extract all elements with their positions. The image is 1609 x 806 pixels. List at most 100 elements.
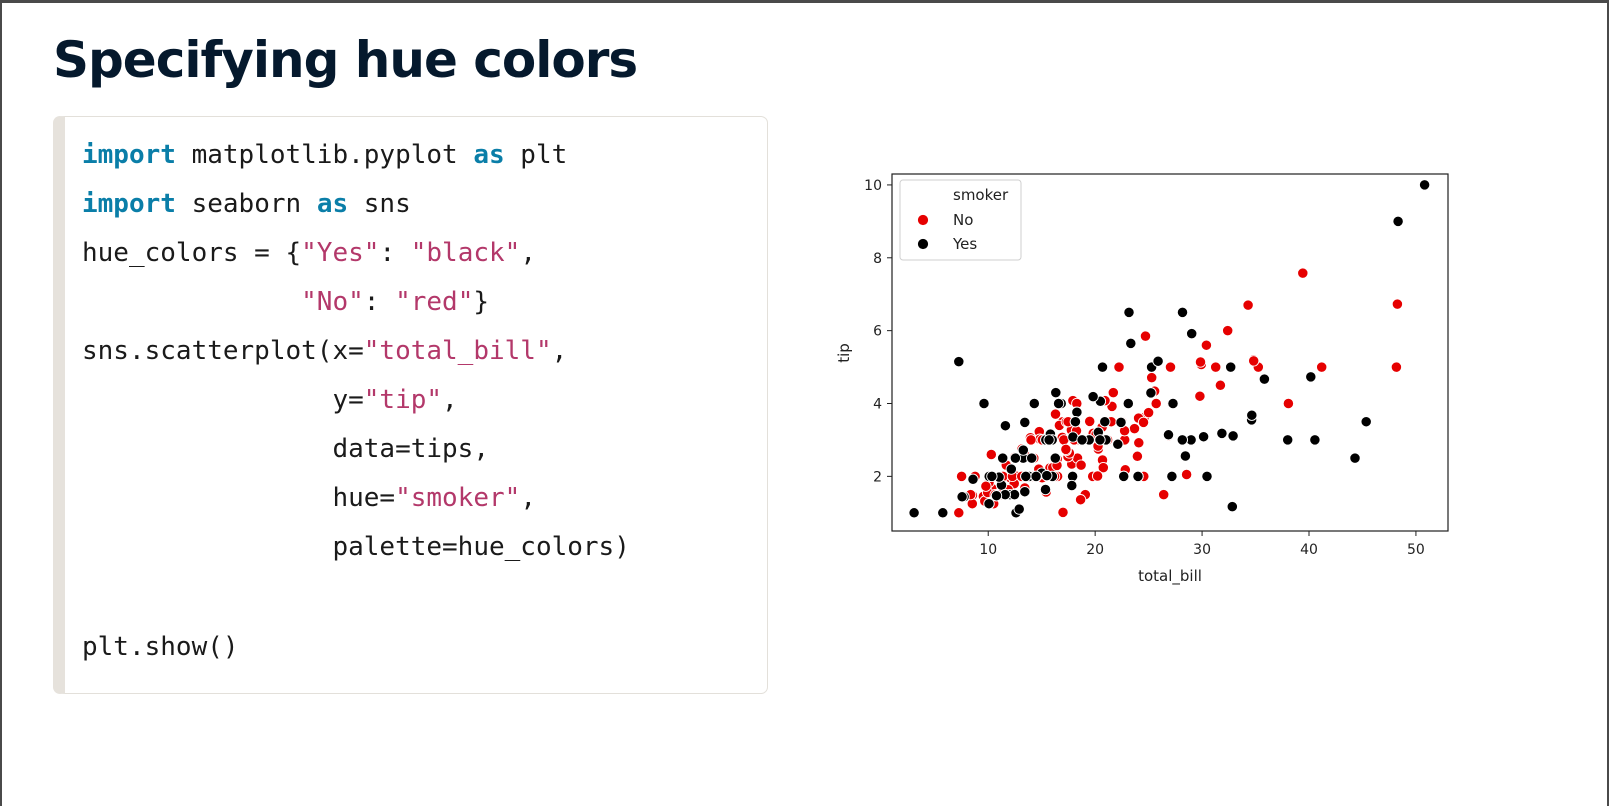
point-yes [1008, 488, 1021, 501]
point-no [1084, 415, 1096, 428]
legend-label-no: No [953, 211, 973, 229]
point-no [1139, 330, 1152, 342]
point-yes [1122, 397, 1134, 410]
code-text: matplotlib.pyplot [175, 140, 474, 170]
legend-label-yes: Yes [952, 235, 977, 253]
point-no [1164, 361, 1177, 373]
code-text: hue_colors = { [82, 238, 302, 268]
point-no [1060, 443, 1072, 456]
code-text: , [520, 238, 536, 268]
code-string: "No" [301, 287, 364, 317]
code-line: data=tips, [82, 434, 489, 464]
point-yes [1050, 386, 1062, 399]
plot-frame [891, 173, 1449, 532]
point-yes [1152, 355, 1164, 367]
point-no [985, 448, 997, 461]
code-block: import matplotlib.pyplot as plt import s… [53, 116, 768, 694]
y-tick-label: 10 [864, 178, 882, 194]
point-yes [1162, 429, 1175, 441]
point-no [1194, 390, 1206, 402]
point-no [1391, 298, 1404, 310]
point-yes [1071, 406, 1083, 418]
point-no [1316, 361, 1328, 373]
code-text: seaborn [175, 189, 317, 219]
point-no [953, 507, 965, 519]
code-text: sns [348, 189, 411, 219]
point-yes [1179, 450, 1192, 462]
point-no [1137, 416, 1150, 429]
point-yes [937, 507, 949, 519]
point-yes [1118, 470, 1130, 483]
x-tick-label: 30 [1193, 542, 1211, 558]
point-yes [1349, 452, 1361, 464]
code-keyword: as [316, 189, 349, 219]
legend-marker-no [917, 214, 929, 226]
point-no [1074, 494, 1087, 506]
x-tick-label: 50 [1407, 542, 1425, 558]
point-yes [1049, 452, 1061, 464]
point-yes [1019, 486, 1031, 498]
point-no [1025, 434, 1037, 446]
point-yes [1066, 479, 1078, 492]
point-yes [1076, 434, 1088, 446]
code-text: , [551, 336, 568, 366]
code-string: "red" [395, 287, 474, 317]
point-no [1210, 361, 1222, 373]
code-keyword: import [82, 189, 176, 219]
x-axis-label: total_bill [1138, 567, 1202, 586]
point-no [1142, 406, 1155, 419]
point-yes [1201, 470, 1213, 483]
y-tick-label: 4 [873, 397, 882, 413]
point-yes [1305, 371, 1317, 383]
point-yes [1020, 470, 1032, 483]
point-no [1131, 450, 1144, 462]
point-no [1390, 361, 1403, 373]
point-no [1180, 468, 1193, 481]
point-no [1146, 371, 1158, 384]
code-text: : [379, 238, 411, 268]
y-tick-label: 8 [873, 251, 882, 267]
point-yes [1418, 179, 1431, 191]
point-yes [1225, 361, 1237, 373]
point-no [1200, 339, 1213, 351]
point-yes [1028, 397, 1040, 410]
y-axis-label: tip [835, 343, 853, 363]
code-text: y= [82, 385, 364, 415]
point-no [1057, 506, 1069, 519]
point-no [1297, 267, 1309, 279]
point-yes [1176, 306, 1189, 319]
point-yes [1145, 387, 1157, 399]
code-string: "total_bill" [363, 336, 552, 366]
point-yes [1096, 361, 1109, 373]
point-yes [908, 507, 920, 519]
code-text: : [363, 287, 396, 317]
point-yes [967, 473, 979, 485]
point-no [1214, 379, 1227, 391]
point-yes [1246, 409, 1258, 421]
point-yes [978, 397, 990, 410]
x-tick-label: 10 [979, 542, 997, 558]
point-yes [1216, 427, 1228, 440]
point-no [1113, 361, 1125, 373]
point-yes [1226, 500, 1238, 513]
point-yes [1167, 397, 1179, 410]
point-yes [1392, 215, 1404, 228]
point-yes [1132, 470, 1144, 483]
point-yes [1360, 416, 1372, 428]
point-yes [997, 452, 1009, 464]
point-yes [999, 420, 1012, 432]
point-yes [1176, 434, 1188, 446]
point-yes [1069, 416, 1082, 428]
code-text: , [520, 483, 536, 513]
code-line: sns.scatterplot(x="total_bill", [82, 336, 567, 366]
code-line: import seaborn as sns [82, 189, 411, 219]
points-layer [908, 179, 1431, 519]
point-no [1049, 408, 1062, 420]
point-no [1150, 397, 1162, 410]
slide-title: Specifying hue colors [53, 31, 638, 89]
point-yes [1052, 397, 1065, 410]
point-yes [1013, 503, 1025, 515]
x-tick-label: 20 [1086, 542, 1104, 558]
point-no [955, 470, 968, 483]
point-no [1091, 470, 1104, 482]
